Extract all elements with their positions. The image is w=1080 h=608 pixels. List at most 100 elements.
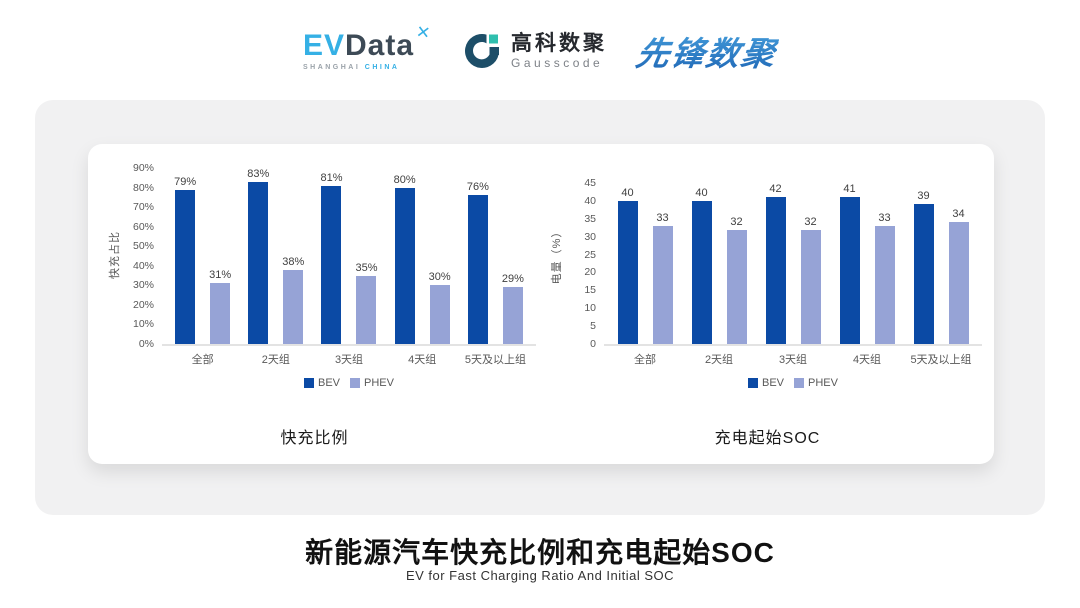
legend-label-phev: PHEV (364, 377, 394, 389)
x-tick-label: 2天组 (261, 354, 290, 366)
bar-value-label: 32 (730, 215, 743, 228)
bar-value-label: 80% (393, 173, 416, 186)
y-tick-label: 30 (584, 230, 596, 243)
chart-captions: 快充比例 充电起始SOC (88, 424, 994, 448)
page-subtitle: EV for Fast Charging Ratio And Initial S… (405, 568, 675, 583)
y-tick-label: 0% (138, 338, 154, 350)
x-tick-label: 5天及以上组 (910, 354, 972, 366)
bar-bev (839, 197, 860, 344)
caption-initial-soc: 充电起始SOC (714, 430, 821, 447)
bar-phev (429, 285, 450, 344)
legend-label-bev: BEV (762, 377, 785, 389)
y-tick-label: 10% (132, 318, 154, 331)
bar-column: 83% (247, 168, 270, 344)
y-tick-label: 80% (132, 181, 154, 194)
plot-area: 0% 10% 20% 30% 40% 50% 60% 70% 80% 90% 79% 31% 83% 38… (133, 162, 536, 350)
bar-column: 34 (948, 183, 969, 344)
bar-bev (248, 182, 269, 344)
charts-panel: 快充占比 0% 10% 20% 30% 40% 50% 60% 70% 80% 90% 79% 31% 8… (35, 100, 1045, 515)
bar-column: 32 (726, 183, 747, 344)
bar-column: 29% (501, 168, 524, 344)
x-axis-labels: 全部 2天组 3天组 4天组 5天及以上组 (604, 351, 982, 367)
bar-group: 79% 31% (174, 168, 231, 344)
bar-column: 33 (874, 183, 895, 344)
bar-value-label: 33 (656, 211, 669, 224)
bar-column: 79% (174, 168, 196, 344)
bar-phev (726, 229, 747, 344)
bar-group: 41 33 (839, 183, 895, 344)
y-tick-label: 10 (584, 302, 596, 315)
legend-swatch-bev (304, 378, 314, 388)
y-axis-label-wrap: 电量（%） (546, 158, 566, 389)
bar-column: 41 (839, 183, 860, 344)
evdata-logo: EVData ✕ SHANGHAI CHINA (302, 22, 432, 71)
bar-value-label: 38% (282, 255, 305, 268)
bar-value-label: 35% (355, 261, 378, 274)
bar-group: 40 33 (617, 183, 673, 344)
bar-value-label: 30% (428, 271, 451, 284)
bar-value-label: 41 (843, 183, 856, 196)
x-tick-label: 5天及以上组 (464, 354, 526, 366)
xianfeng-logo: 先锋数聚 (633, 27, 781, 75)
header: EVData ✕ SHANGHAI CHINA 高科数聚 Gausscode 先… (0, 16, 1080, 86)
bar-value-label: 40 (695, 186, 708, 199)
y-tick-label: 20% (132, 298, 154, 311)
bar-groups: 79% 31% 83% 38% 81% 35% 80% 30% 76% 29% (162, 168, 536, 344)
bar-column: 40 (691, 183, 712, 344)
bar-column: 81% (320, 168, 342, 344)
y-tick-label: 90% (132, 162, 154, 174)
y-tick-label: 60% (132, 220, 154, 233)
gausscode-en: Gausscode (511, 55, 604, 70)
bar-column: 38% (282, 168, 305, 344)
evdata-logo-shanghai: SHANGHAI (302, 64, 361, 71)
legend-item-bev: BEV (304, 377, 340, 389)
bar-value-label: 29% (501, 273, 524, 286)
bar-value-label: 32 (804, 215, 817, 228)
bar-group: 80% 30% (393, 168, 451, 344)
legend: BEV PHEV (162, 377, 536, 389)
bar-group: 83% 38% (247, 168, 305, 344)
bar-bev (913, 204, 934, 344)
y-tick-label: 15 (584, 284, 596, 297)
gausscode-g-icon (465, 33, 500, 68)
bar-value-label: 40 (621, 186, 634, 199)
y-tick-label: 0 (590, 338, 596, 350)
y-tick-label: 35 (584, 212, 596, 225)
bar-phev (502, 287, 523, 344)
chart-fast-charging-ratio: 快充占比 0% 10% 20% 30% 40% 50% 60% 70% 80% 90% 79% 31% 8… (104, 158, 536, 389)
y-axis-label: 快充占比 (109, 231, 121, 280)
legend: BEV PHEV (604, 377, 982, 389)
bar-group: 42 32 (765, 183, 821, 344)
y-tick-label: 30% (132, 279, 154, 292)
y-tick-label: 70% (132, 201, 154, 214)
y-tick-label: 50% (132, 240, 154, 253)
bar-column: 80% (393, 168, 416, 344)
bar-column: 32 (800, 183, 821, 344)
x-tick-label: 4天组 (408, 354, 437, 366)
legend-item-bev: BEV (748, 377, 784, 389)
evdata-logo-china: CHINA (364, 64, 400, 71)
bar-bev (765, 197, 786, 344)
bar-group: 76% 29% (466, 168, 524, 344)
x-tick-label: 4天组 (852, 354, 882, 366)
y-tick-label: 25 (584, 248, 596, 261)
y-tick-label: 20 (584, 266, 596, 279)
bar-column: 39 (913, 183, 934, 344)
bar-column: 35% (355, 168, 378, 344)
bar-phev (874, 225, 895, 344)
charts-card: 快充占比 0% 10% 20% 30% 40% 50% 60% 70% 80% 90% 79% 31% 8… (88, 144, 994, 464)
evdata-x-icon: ✕ (414, 22, 432, 43)
bar-column: 31% (209, 168, 231, 344)
bar-bev (467, 195, 488, 344)
bar-bev (175, 189, 196, 344)
bar-value-label: 83% (247, 168, 270, 180)
x-tick-label: 3天组 (778, 354, 808, 366)
y-axis-label: 电量（%） (551, 225, 563, 285)
x-tick-label: 2天组 (704, 354, 734, 366)
y-tick-label: 40% (132, 259, 154, 272)
bar-phev (948, 222, 969, 344)
bar-phev (800, 229, 821, 344)
bar-value-label: 42 (769, 183, 782, 195)
bar-value-label: 76% (466, 181, 489, 194)
